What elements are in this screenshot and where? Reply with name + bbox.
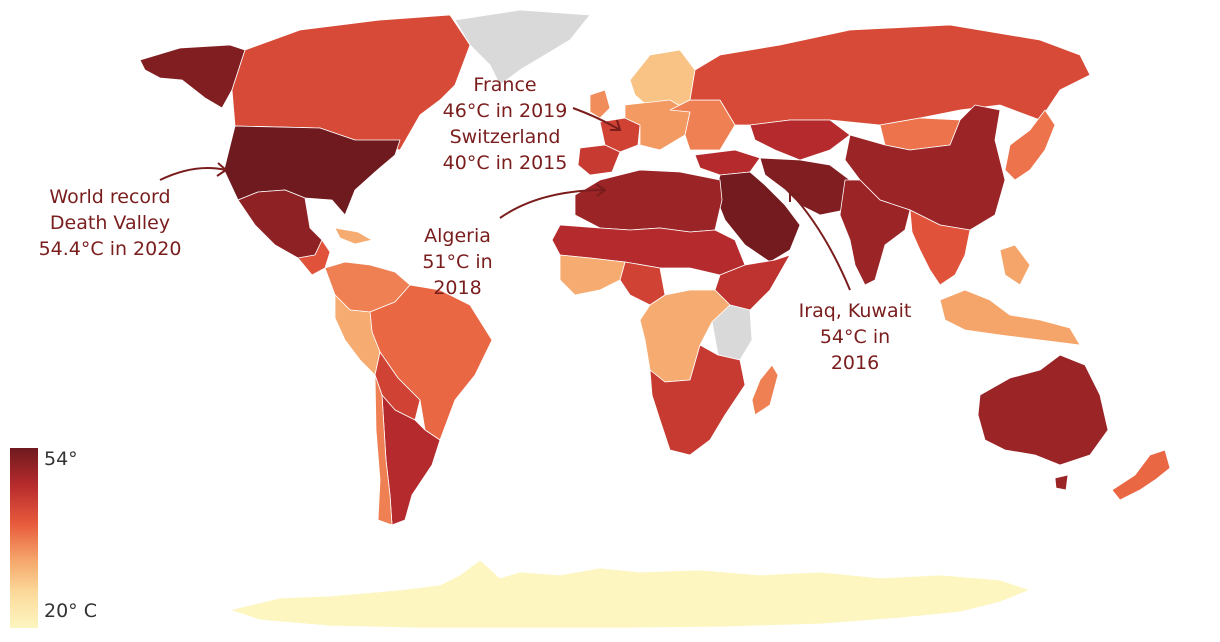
region-kazakhstan[interactable]: [749, 119, 851, 161]
annotation-europe-line-2: 46°C in 2019: [442, 100, 568, 122]
region-indonesia[interactable]: [939, 244, 1081, 346]
region-southern-africa[interactable]: [649, 344, 746, 456]
region-russia[interactable]: [689, 24, 1091, 126]
arrowhead-algeria: [595, 183, 607, 197]
annotation-europe-line-3: Switzerland: [449, 126, 561, 148]
annotation-usa-line-2: Death Valley: [49, 212, 171, 234]
arrowhead-iraq: [789, 190, 801, 202]
region-japan-korea[interactable]: [1004, 109, 1056, 181]
arrow-usa: [159, 167, 227, 181]
region-mexico[interactable]: [237, 189, 323, 259]
color-scale-legend: [10, 448, 38, 628]
legend-max-label: 54°: [44, 448, 78, 470]
region-alaska[interactable]: [139, 44, 246, 109]
annotation-europe-line-1: France: [473, 74, 537, 96]
region-new-zealand[interactable]: [1111, 449, 1171, 501]
annotation-usa-line-1: World record: [49, 186, 171, 208]
annotation-usa-line-3: 54.4°C in 2020: [38, 238, 182, 260]
annotation-usa: World record Death Valley 54.4°C in 2020: [20, 184, 200, 262]
arrowhead-usa: [216, 162, 228, 177]
region-north-africa[interactable]: [574, 169, 723, 233]
annotation-iraq-line-3: 2016: [830, 352, 880, 374]
annotation-europe: France 46°C in 2019 Switzerland 40°C in …: [430, 72, 580, 176]
arrow-iraq: [789, 191, 851, 291]
arrow-europe: [572, 107, 621, 131]
annotation-iraq-line-1: Iraq, Kuwait: [798, 300, 912, 322]
region-middle-east[interactable]: [714, 171, 801, 263]
region-central-america[interactable]: [297, 239, 331, 276]
region-antarctica[interactable]: [229, 559, 1031, 629]
region-west-africa-coast[interactable]: [559, 254, 626, 296]
region-nigeria[interactable]: [619, 261, 666, 306]
legend-min-label: 20° C: [44, 600, 97, 622]
annotation-iraq: Iraq, Kuwait 54°C in 2016: [790, 298, 920, 376]
annotation-algeria-line-3: 2018: [433, 277, 482, 299]
arrow-algeria: [499, 189, 606, 219]
arrowhead-europe: [610, 119, 622, 131]
region-uk[interactable]: [589, 89, 611, 119]
region-iran-pakistan[interactable]: [759, 157, 851, 216]
annotation-iraq-line-2: 54°C in: [819, 326, 891, 348]
region-chile[interactable]: [374, 374, 393, 526]
region-madagascar[interactable]: [751, 364, 779, 416]
region-turkey[interactable]: [694, 149, 761, 176]
annotation-algeria-line-2: 51°C in: [422, 251, 493, 273]
region-india[interactable]: [839, 179, 911, 286]
annotation-europe-line-4: 40°C in 2015: [442, 152, 568, 174]
region-australia[interactable]: [977, 354, 1109, 491]
region-spain-portugal[interactable]: [577, 144, 621, 176]
region-caribbean[interactable]: [334, 227, 373, 245]
region-central-europe[interactable]: [624, 99, 691, 151]
annotation-algeria-line-1: Algeria: [424, 225, 491, 247]
annotation-algeria: Algeria 51°C in 2018: [400, 223, 515, 301]
region-greenland[interactable]: [454, 9, 591, 86]
region-southeast-asia[interactable]: [909, 209, 971, 286]
